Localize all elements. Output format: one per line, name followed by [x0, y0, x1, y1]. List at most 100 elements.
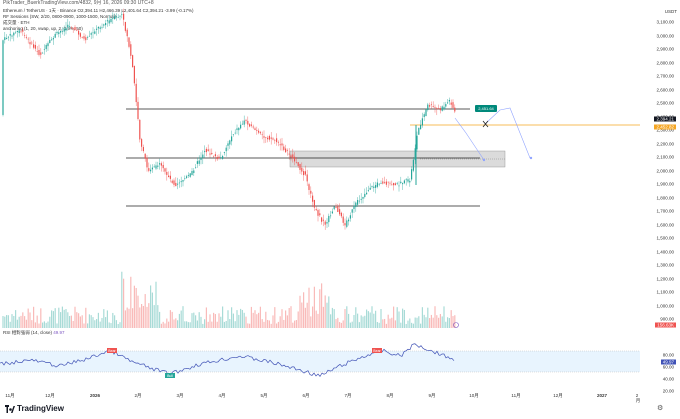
rsi-chart[interactable]: Bear Bear Bull — [0, 336, 640, 390]
candle[interactable] — [153, 166, 155, 168]
candle[interactable] — [333, 206, 335, 210]
candle[interactable] — [121, 14, 123, 15]
candle[interactable] — [425, 109, 427, 117]
candle[interactable] — [268, 135, 270, 140]
candle[interactable] — [38, 50, 40, 55]
candle[interactable] — [15, 32, 17, 34]
candle[interactable] — [432, 106, 434, 107]
candle[interactable] — [434, 106, 436, 108]
candle[interactable] — [283, 146, 285, 150]
candle[interactable] — [70, 26, 72, 28]
candle[interactable] — [319, 213, 321, 216]
candle[interactable] — [265, 137, 267, 138]
candle[interactable] — [448, 99, 450, 102]
candle[interactable] — [299, 164, 301, 170]
candle[interactable] — [339, 209, 341, 215]
candle[interactable] — [114, 16, 116, 19]
candle[interactable] — [259, 132, 261, 134]
candle[interactable] — [18, 30, 20, 34]
candle[interactable] — [106, 20, 108, 22]
candle[interactable] — [169, 175, 171, 179]
candle[interactable] — [207, 149, 209, 151]
candle[interactable] — [411, 169, 413, 180]
candle[interactable] — [344, 223, 346, 226]
candle[interactable] — [430, 104, 432, 106]
projection-end-marker-2[interactable] — [529, 156, 533, 160]
target-bubble[interactable]: 2,451.64 — [478, 106, 494, 111]
candle[interactable] — [20, 31, 22, 33]
candle[interactable] — [117, 17, 119, 18]
candle[interactable] — [380, 182, 382, 184]
candle[interactable] — [72, 28, 74, 29]
candle[interactable] — [295, 162, 297, 164]
candle[interactable] — [184, 178, 186, 179]
candle[interactable] — [346, 220, 348, 227]
candle[interactable] — [326, 222, 328, 224]
candle[interactable] — [155, 165, 157, 169]
projection-end-marker[interactable] — [482, 158, 486, 162]
candle[interactable] — [137, 101, 139, 120]
candle[interactable] — [49, 39, 51, 43]
candle[interactable] — [241, 123, 243, 125]
candle[interactable] — [423, 114, 425, 118]
candle[interactable] — [337, 205, 339, 212]
candle[interactable] — [427, 104, 429, 111]
candle[interactable] — [33, 44, 35, 48]
candle[interactable] — [27, 38, 29, 40]
candle[interactable] — [65, 27, 67, 31]
candle[interactable] — [60, 30, 62, 33]
candle[interactable] — [351, 209, 353, 213]
candle[interactable] — [240, 124, 242, 129]
candle[interactable] — [387, 181, 389, 183]
candle[interactable] — [79, 33, 81, 37]
candle[interactable] — [94, 31, 96, 34]
candle[interactable] — [146, 157, 148, 168]
candle[interactable] — [396, 182, 398, 184]
candle[interactable] — [321, 217, 323, 222]
candle[interactable] — [112, 18, 114, 19]
candle[interactable] — [187, 175, 189, 176]
candle[interactable] — [220, 157, 222, 158]
candle[interactable] — [263, 136, 265, 138]
candle[interactable] — [324, 221, 326, 225]
candle[interactable] — [412, 159, 414, 171]
candle[interactable] — [51, 39, 53, 41]
candle[interactable] — [36, 51, 38, 52]
candle[interactable] — [144, 153, 146, 159]
time-axis[interactable]: 11月 12月 2026 2月 3月 4月 5月 6月 7月 8月 9月 10月 11月 12月 2027 2… — [0, 391, 640, 403]
candle[interactable] — [103, 24, 105, 26]
candle[interactable] — [272, 138, 274, 140]
candle[interactable] — [274, 139, 276, 141]
candle[interactable] — [416, 135, 418, 150]
candle[interactable] — [328, 215, 330, 223]
candle[interactable] — [139, 119, 141, 140]
candle[interactable] — [160, 163, 162, 166]
symbol-line[interactable]: Ethereum / TetherUS · 1天 · Binance O2,39… — [3, 8, 194, 13]
candle[interactable] — [348, 219, 350, 222]
candle[interactable] — [315, 209, 317, 211]
candle[interactable] — [25, 37, 27, 38]
candle[interactable] — [301, 167, 303, 172]
candle[interactable] — [389, 182, 391, 184]
candle[interactable] — [236, 128, 238, 130]
candle[interactable] — [189, 173, 191, 177]
candle[interactable] — [205, 148, 207, 153]
candle[interactable] — [407, 179, 409, 182]
candle[interactable] — [110, 18, 112, 23]
candle[interactable] — [312, 195, 314, 202]
candle[interactable] — [108, 20, 110, 24]
candle[interactable] — [443, 106, 445, 110]
candle[interactable] — [384, 182, 386, 183]
candle[interactable] — [285, 148, 287, 153]
candle[interactable] — [355, 202, 357, 208]
candle[interactable] — [378, 183, 380, 185]
candle[interactable] — [229, 140, 231, 145]
candle[interactable] — [54, 33, 56, 38]
candle[interactable] — [180, 181, 182, 183]
candle[interactable] — [115, 16, 117, 18]
candle[interactable] — [227, 143, 229, 146]
candle[interactable] — [454, 107, 456, 112]
price-axis[interactable]: 3,100.00 3,000.00 2,900.00 2,800.00 2,700.00… — [640, 0, 680, 330]
candle[interactable] — [76, 29, 78, 31]
candle[interactable] — [128, 37, 130, 47]
